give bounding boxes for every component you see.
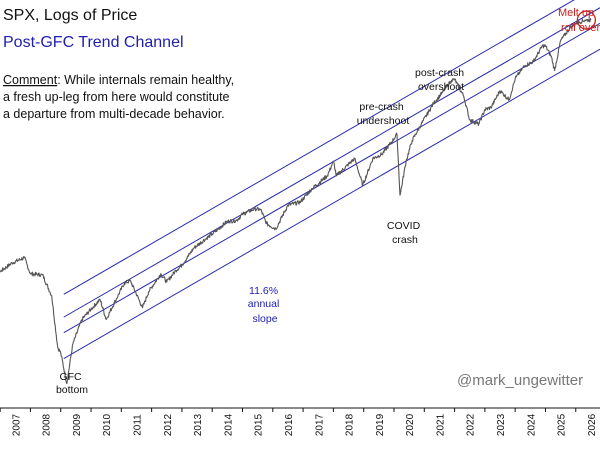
x-axis: 2007 2008 2009 2010 2011 2012 2013 2014 2015 2016… <box>0 407 600 436</box>
annotation-melt-up: Melt up roll over <box>558 7 600 34</box>
x-tick-label-2007: 2007 <box>11 413 22 436</box>
channel-line-1 <box>63 0 575 295</box>
x-tick-label-2008: 2008 <box>42 413 53 436</box>
comment-text: Comment: While internals remain healthy, <box>3 73 234 87</box>
x-tick-label-2009: 2009 <box>72 413 83 436</box>
chart-subtitle: Post-GFC Trend Channel <box>3 34 184 51</box>
x-tick-label-2019: 2019 <box>375 413 386 436</box>
annotation-pre-crash: pre-crash undershoot <box>357 101 410 127</box>
channel-line-3 <box>63 22 600 334</box>
annotation-slope: 11.6% annual slope <box>248 285 282 325</box>
melt-up-highlight <box>576 10 597 30</box>
x-tick-label-2017: 2017 <box>314 413 325 436</box>
x-tick-label-2016: 2016 <box>284 413 295 436</box>
x-tick-label-2024: 2024 <box>526 413 537 436</box>
chart-title: SPX, Logs of Price <box>3 7 137 24</box>
x-tick-label-2013: 2013 <box>193 413 204 436</box>
x-tick-label-2026: 2026 <box>587 413 598 436</box>
x-tick-label-2021: 2021 <box>435 413 446 436</box>
x-tick-label-2015: 2015 <box>254 413 265 436</box>
comment-line-3: a departure from multi-decade behavior. <box>3 107 225 121</box>
x-tick-label-2018: 2018 <box>345 413 356 436</box>
x-tick-label-2010: 2010 <box>102 413 113 436</box>
comment-line-2: a fresh up-leg from here would constitut… <box>3 90 230 104</box>
comment-line-1: : While internals remain healthy, <box>57 73 234 87</box>
x-tick-label-2011: 2011 <box>133 414 144 436</box>
author-handle: @mark_ungewitter <box>457 372 583 389</box>
x-tick-label-2020: 2020 <box>405 413 416 436</box>
annotation-gfc: GFC bottom <box>56 371 88 396</box>
channel-line-4 <box>63 48 600 359</box>
x-tick-label-2022: 2022 <box>466 413 477 436</box>
spx-price-line <box>0 18 592 385</box>
x-tick-label-2025: 2025 <box>557 413 568 436</box>
annotation-post-crash: post-crash overshoot <box>415 67 467 93</box>
annotation-covid: COVID crash <box>387 220 423 246</box>
comment-label: Comment <box>3 73 58 87</box>
x-tick-label-2012: 2012 <box>163 413 174 436</box>
trend-channel <box>63 0 600 359</box>
x-tick-label-2014: 2014 <box>223 413 234 436</box>
x-tick-label-2023: 2023 <box>496 413 507 436</box>
